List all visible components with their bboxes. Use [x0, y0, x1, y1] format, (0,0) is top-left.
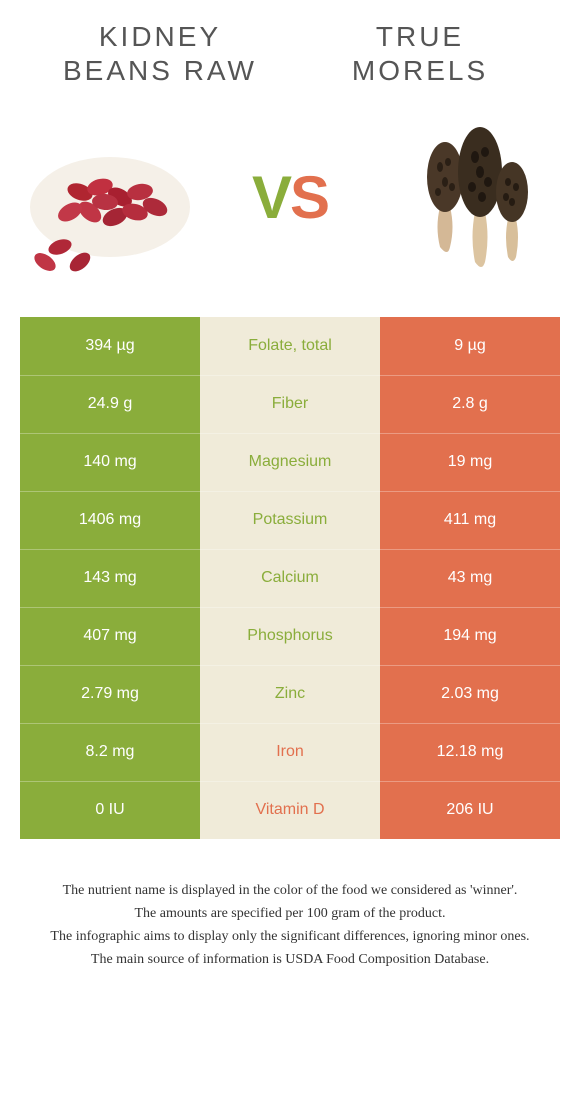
nutrient-label: Calcium [200, 549, 380, 607]
left-value: 140 mg [20, 433, 200, 491]
right-value: 9 µg [380, 317, 560, 375]
left-title-line2: beans raw [63, 55, 257, 86]
nutrient-label: Folate, total [200, 317, 380, 375]
vs-letter-v: V [252, 164, 290, 231]
table-row: 407 mgPhosphorus194 mg [20, 607, 560, 665]
vs-badge: VS [252, 163, 328, 232]
table-row: 140 mgMagnesium19 mg [20, 433, 560, 491]
right-title-line1: True [376, 21, 464, 52]
table-row: 394 µgFolate, total9 µg [20, 317, 560, 375]
header: Kidney beans raw True morels [0, 0, 580, 97]
nutrient-table: 394 µgFolate, total9 µg24.9 gFiber2.8 g1… [20, 317, 560, 840]
table-row: 143 mgCalcium43 mg [20, 549, 560, 607]
footnotes: The nutrient name is displayed in the co… [0, 840, 580, 992]
right-food-title: True morels [320, 20, 520, 87]
nutrient-label: Potassium [200, 491, 380, 549]
nutrient-label: Phosphorus [200, 607, 380, 665]
right-title-line2: morels [352, 55, 488, 86]
images-row: VS [0, 97, 580, 317]
left-value: 143 mg [20, 549, 200, 607]
footnote-2: The amounts are specified per 100 gram o… [20, 903, 560, 924]
table-row: 1406 mgPotassium411 mg [20, 491, 560, 549]
right-value: 194 mg [380, 607, 560, 665]
footnote-3: The infographic aims to display only the… [20, 926, 560, 947]
table-row: 24.9 gFiber2.8 g [20, 375, 560, 433]
footnote-1: The nutrient name is displayed in the co… [20, 880, 560, 901]
left-value: 407 mg [20, 607, 200, 665]
left-value: 0 IU [20, 781, 200, 839]
right-value: 12.18 mg [380, 723, 560, 781]
morels-image [380, 107, 560, 287]
left-food-title: Kidney beans raw [60, 20, 260, 87]
right-value: 411 mg [380, 491, 560, 549]
left-value: 24.9 g [20, 375, 200, 433]
left-title-line1: Kidney [99, 21, 221, 52]
right-value: 2.03 mg [380, 665, 560, 723]
kidney-beans-image [20, 107, 200, 287]
nutrient-label: Zinc [200, 665, 380, 723]
right-value: 2.8 g [380, 375, 560, 433]
nutrient-label: Magnesium [200, 433, 380, 491]
right-value: 19 mg [380, 433, 560, 491]
nutrient-label: Vitamin D [200, 781, 380, 839]
right-value: 43 mg [380, 549, 560, 607]
table-row: 2.79 mgZinc2.03 mg [20, 665, 560, 723]
left-value: 394 µg [20, 317, 200, 375]
footnote-4: The main source of information is USDA F… [20, 949, 560, 970]
left-value: 2.79 mg [20, 665, 200, 723]
nutrient-label: Iron [200, 723, 380, 781]
table-row: 0 IUVitamin D206 IU [20, 781, 560, 839]
left-value: 1406 mg [20, 491, 200, 549]
table-row: 8.2 mgIron12.18 mg [20, 723, 560, 781]
nutrient-label: Fiber [200, 375, 380, 433]
vs-letter-s: S [290, 164, 328, 231]
right-value: 206 IU [380, 781, 560, 839]
left-value: 8.2 mg [20, 723, 200, 781]
